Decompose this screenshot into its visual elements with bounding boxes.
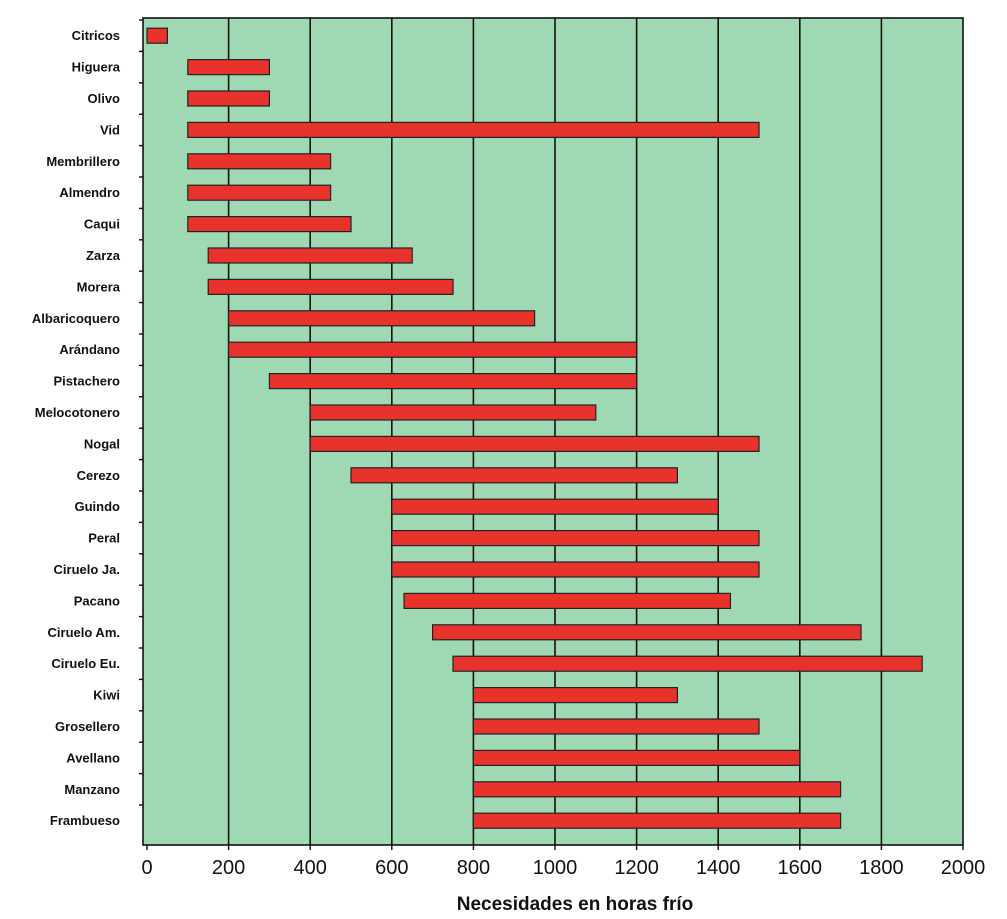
category-label: Kiwi [93,688,120,703]
bar-Morera [207,278,454,295]
category-label: Cerezo [77,468,120,483]
x-tick-label: 800 [457,857,490,879]
category-label: Citricos [72,28,120,43]
x-tick-label: 2000 [941,857,986,879]
category-labels: Citricos Higuera Olivo Vid Membrillero Almend… [32,28,121,828]
bar-Melocotonero [309,404,597,421]
bar-Ciruelo Am. [432,624,862,641]
bar-Caqui [187,216,352,233]
x-tick-label: 1400 [696,857,741,879]
x-tick-label: 200 [212,857,245,879]
x-tick-label: 1000 [533,857,578,879]
x-tick-label: 1800 [859,857,904,879]
bar-Zarza [207,247,413,264]
bar-Kiwi [472,686,678,704]
category-label: Peral [88,531,120,546]
bar-Olivo [187,90,271,107]
category-label: Almendro [59,185,120,200]
category-label: Ciruelo Eu. [51,656,120,671]
category-label: Arándano [59,342,120,357]
x-tick-label: 0 [141,857,152,879]
bar-Pistachero [268,373,638,390]
category-label: Caqui [84,217,120,232]
bar-Nogal [309,435,760,452]
x-axis-title: Necesidades en horas frío [457,894,694,915]
category-label: Ciruelo Ja. [54,562,120,577]
category-label: Albaricoquero [32,311,120,326]
bar-Manzano [472,781,842,798]
category-label: Morera [77,279,121,294]
bar-Guindo [391,498,719,515]
bar-Avellano [472,749,801,767]
category-label: Olivo [87,91,120,106]
category-label: Pacano [74,593,120,608]
category-label: Avellano [66,750,120,765]
category-label: Grosellero [55,719,120,734]
category-label: Manzano [64,782,120,797]
bar-Arándano [228,341,638,358]
bar-Grosellero [472,718,760,735]
x-tick-label: 400 [294,857,327,879]
plot-frame [142,17,964,846]
bar-Higuera [187,58,271,76]
bar-Pacano [403,592,732,610]
x-tick-labels: 0 200 400 600 800 1000 1200 1400 1600 1800 2000 [141,845,985,879]
bar-Albaricoquero [228,310,536,327]
category-label: Higuera [72,60,121,75]
bars [146,27,923,829]
bar-Ciruelo Ja. [391,561,760,578]
category-label: Vid [100,122,120,137]
bar-Ciruelo Eu. [452,655,923,672]
category-label: Melocotonero [35,405,120,420]
x-tick-label: 600 [375,857,408,879]
x-tick-label: 1600 [778,857,823,879]
category-label: Zarza [86,248,121,263]
category-label: Pistachero [54,374,121,389]
bar-Almendro [187,184,332,201]
category-label: Guindo [75,499,121,514]
category-label: Membrillero [46,154,120,169]
category-label: Ciruelo Am. [48,625,120,640]
bar-Citricos [146,27,168,44]
bar-Membrillero [187,153,332,170]
category-label: Frambueso [50,813,120,828]
category-label: Nogal [84,436,120,451]
bar-Frambueso [472,812,842,829]
bar-Peral [391,529,760,547]
bar-Vid [187,121,760,139]
bar-Cerezo [350,467,678,484]
x-tick-label: 1200 [614,857,659,879]
